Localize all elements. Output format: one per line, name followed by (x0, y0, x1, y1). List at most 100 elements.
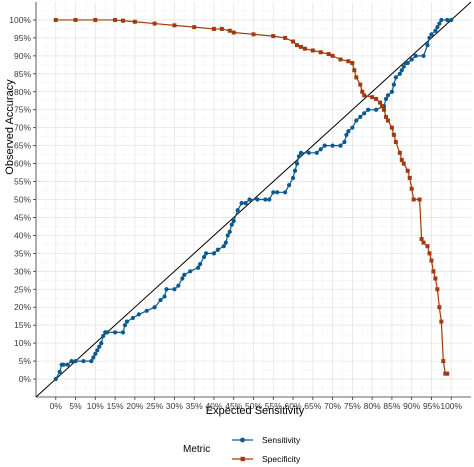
data-point-specificity (437, 305, 442, 310)
data-point-sensitivity (89, 358, 94, 364)
data-point-sensitivity (53, 376, 58, 382)
series-specificity (53, 17, 450, 376)
data-point-specificity (132, 19, 137, 24)
legend-items: Sensitivity Specificity (232, 435, 301, 464)
data-point-sensitivity (389, 89, 395, 94)
data-point-sensitivity (391, 82, 396, 87)
data-point-specificity (352, 68, 357, 73)
data-point-sensitivity (263, 197, 268, 202)
y-tick-label: 25% (14, 284, 31, 294)
data-point-sensitivity (211, 251, 217, 256)
data-point-sensitivity (99, 341, 104, 346)
x-tick-label: 65% (304, 401, 321, 411)
y-tick-label: 85% (14, 69, 31, 79)
data-point-specificity (93, 17, 98, 22)
x-axis-title: Expected Sensitivity (206, 405, 305, 417)
data-point-specificity (362, 93, 367, 98)
data-point-sensitivity (445, 17, 450, 23)
y-tick-label: 50% (14, 195, 31, 205)
data-point-specificity (441, 359, 446, 364)
y-tick-label: 80% (14, 87, 31, 97)
data-point-sensitivity (95, 348, 100, 353)
x-tick-label: 45% (225, 401, 242, 411)
data-point-sensitivity (57, 369, 62, 374)
x-tick-label: 35% (186, 401, 203, 411)
y-tick-label: 70% (14, 123, 31, 133)
data-point-sensitivity (267, 197, 272, 202)
data-point-specificity (271, 34, 276, 39)
data-point-specificity (433, 276, 438, 281)
x-tick-label: 90% (403, 401, 420, 411)
data-point-sensitivity (172, 287, 177, 292)
data-point-sensitivity (286, 183, 292, 188)
data-point-sensitivity (350, 125, 355, 130)
y-tick-label: 60% (14, 159, 31, 169)
data-point-specificity (152, 21, 157, 26)
data-point-sensitivity (112, 330, 118, 335)
data-point-sensitivity (283, 190, 288, 195)
data-point-specificity (411, 197, 416, 202)
data-point-specificity (439, 319, 444, 324)
legend-label: Sensitivity (262, 435, 301, 445)
data-point-specificity (302, 46, 307, 51)
data-point-sensitivity (294, 161, 300, 166)
x-tick-label: 40% (205, 401, 222, 411)
data-point-specificity (378, 100, 383, 105)
data-point-sensitivity (69, 358, 74, 364)
data-point-sensitivity (338, 143, 343, 148)
data-point-sensitivity (255, 197, 260, 202)
data-point-specificity (113, 17, 118, 22)
data-point-specificity (391, 132, 396, 137)
data-point-sensitivity (437, 21, 442, 26)
data-point-specificity (291, 39, 296, 44)
data-point-specificity (231, 30, 236, 35)
data-point-specificity (401, 161, 406, 166)
x-tick-label: 100% (440, 401, 462, 411)
data-point-specificity (192, 25, 197, 30)
data-point-sensitivity (223, 240, 228, 245)
data-point-specificity (251, 32, 256, 37)
data-point-specificity (445, 371, 450, 376)
data-point-sensitivity (322, 143, 327, 148)
x-tick-label: 60% (285, 401, 302, 411)
data-point-specificity (370, 95, 375, 100)
data-point-sensitivity (229, 222, 234, 227)
data-point-sensitivity (81, 358, 86, 364)
data-point-specificity (385, 118, 390, 123)
data-point-sensitivity (198, 262, 203, 267)
x-tick-label: 85% (383, 401, 400, 411)
data-point-sensitivity (97, 344, 102, 349)
data-point-sensitivity (243, 200, 248, 206)
data-point-sensitivity (318, 147, 323, 152)
data-point-sensitivity (385, 93, 391, 98)
x-tick-label: 30% (166, 401, 183, 411)
data-point-sensitivity (221, 244, 226, 249)
data-point-specificity (389, 125, 394, 130)
data-point-specificity (399, 158, 404, 162)
data-point-sensitivity (158, 297, 163, 303)
legend: Metric Sensitivity Specificity (183, 435, 301, 464)
data-point-sensitivity (152, 305, 157, 310)
data-point-specificity (53, 17, 58, 22)
data-point-sensitivity (358, 114, 363, 120)
data-point-specificity (330, 53, 335, 58)
data-point-specificity (397, 150, 402, 155)
x-tick-label: 15% (107, 401, 124, 411)
data-point-sensitivity (93, 351, 98, 357)
data-point-sensitivity (196, 265, 201, 270)
data-point-sensitivity (188, 269, 193, 274)
data-point-sensitivity (409, 57, 414, 62)
x-tick-label: 70% (324, 401, 341, 411)
y-tick-label: 55% (14, 177, 31, 187)
data-point-sensitivity (373, 107, 379, 112)
data-point-sensitivity (235, 208, 240, 213)
data-point-sensitivity (180, 276, 185, 281)
data-point-specificity (435, 287, 440, 292)
data-point-sensitivity (101, 333, 106, 339)
x-tick-label: 0% (50, 401, 63, 411)
data-point-specificity (382, 107, 386, 112)
data-point-sensitivity (344, 132, 349, 137)
data-point-sensitivity (296, 154, 302, 159)
data-point-sensitivity (393, 75, 398, 80)
data-point-specificity (374, 96, 379, 101)
